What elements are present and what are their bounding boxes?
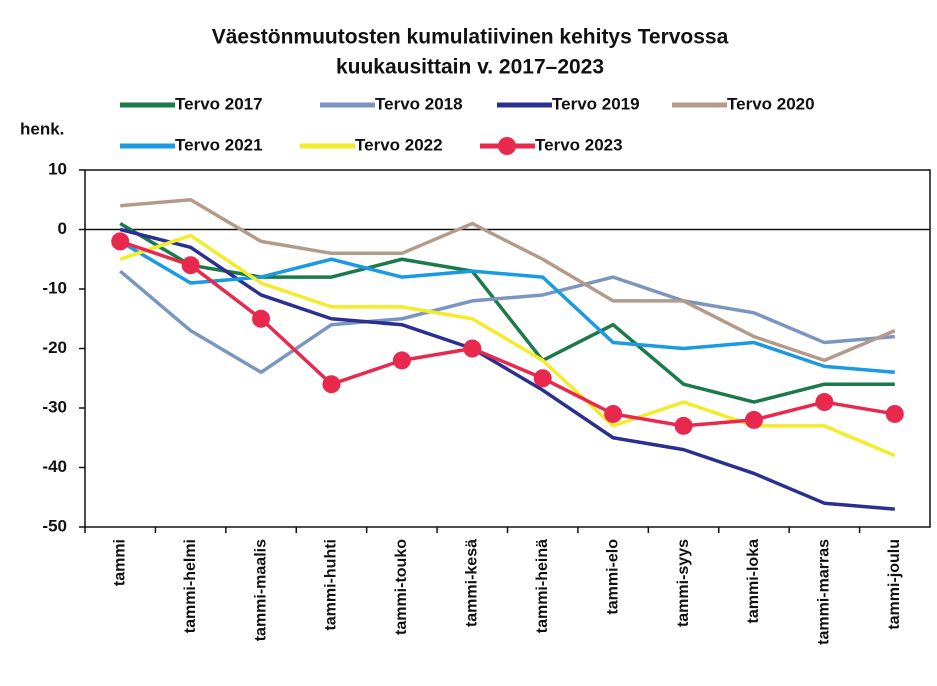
marker [111,232,130,251]
chart-title: Väestönmuutosten kumulatiivinen kehitys … [212,26,729,49]
legend-marker [498,137,516,155]
x-tick-label: tammi-touko [393,539,410,635]
marker [604,404,623,423]
x-tick-label: tammi-huhti [323,539,340,631]
x-tick-label: tammi-maalis [252,539,269,641]
marker [744,410,763,429]
x-tick-label: tammi [111,539,128,586]
legend-label: Tervo 2022 [355,135,443,154]
x-tick-label: tammi-loka [745,539,762,624]
legend-label: Tervo 2017 [175,94,263,113]
y-tick-label: -50 [42,516,67,535]
y-tick-label: -10 [42,278,67,297]
x-tick-label: tammi-elo [604,539,621,615]
marker [533,369,552,388]
legend-label: Tervo 2018 [375,94,463,113]
x-tick-label: tammi-heinä [534,539,551,633]
x-tick-label: tammi-syys [675,539,692,627]
x-tick-label: tammi-joulu [886,539,903,630]
series-line [119,227,895,511]
y-tick-label: -20 [42,338,67,357]
y-tick-label: -30 [42,397,67,416]
series-line [120,198,896,363]
marker [674,416,693,435]
marker [885,404,904,423]
marker [815,393,834,412]
marker [322,375,341,394]
series-line [119,233,896,458]
y-tick-label: -40 [42,457,67,476]
series-line [119,239,895,375]
series-line [119,239,896,428]
y-axis-label: henk. [20,119,64,138]
legend-label: Tervo 2020 [727,94,815,113]
marker [181,256,200,275]
x-tick-label: tammi-kesä [464,539,481,627]
series-line [119,222,895,404]
legend-label: Tervo 2019 [552,94,640,113]
legend-label: Tervo 2021 [175,135,263,154]
series-line [119,269,895,375]
marker [392,351,411,370]
legend-label: Tervo 2023 [535,135,623,154]
chart-subtitle: kuukausittain v. 2017–2023 [336,56,604,79]
x-tick-label: tammi-helmi [182,539,199,633]
marker [463,339,482,358]
x-tick-label: tammi-marras [816,539,833,645]
y-tick-label: 0 [58,219,67,238]
plot-frame [84,169,931,528]
marker [252,309,271,328]
y-tick-label: 10 [48,159,67,178]
